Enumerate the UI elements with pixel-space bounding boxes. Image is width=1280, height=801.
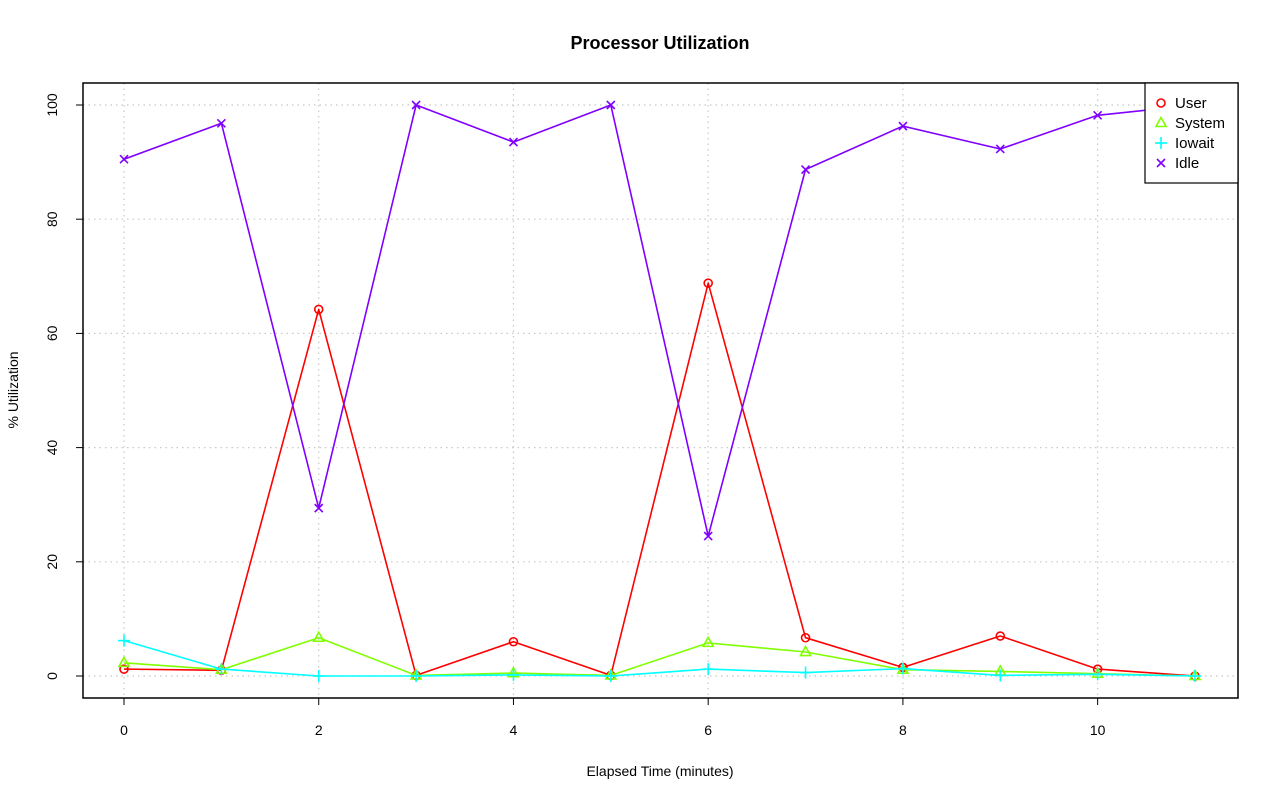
y-tick-label: 100	[44, 93, 60, 117]
data-point-user	[119, 664, 129, 674]
y-tick-label: 40	[44, 440, 60, 456]
x-tick-label: 8	[899, 722, 907, 738]
data-point-user	[313, 304, 324, 315]
series-line-system	[123, 636, 1196, 677]
data-point-idle	[119, 154, 129, 164]
data-point-idle	[703, 531, 713, 541]
data-point-user	[508, 636, 519, 647]
cross-b	[119, 154, 129, 164]
cross-b	[703, 531, 713, 541]
x-tick-label: 6	[704, 722, 712, 738]
cross-b	[1093, 110, 1103, 120]
cross-b	[898, 121, 908, 131]
data-point-iowait	[1189, 670, 1201, 682]
cross-b	[800, 164, 811, 175]
data-point-idle	[508, 137, 519, 147]
legend-marker-user	[1156, 98, 1166, 108]
legend-label-system: System	[1175, 115, 1225, 132]
series-line-idle	[123, 104, 1196, 537]
cross-b	[1156, 158, 1166, 168]
data-point-system	[701, 635, 715, 648]
series-layer	[117, 100, 1202, 682]
legend-label-user: User	[1175, 95, 1207, 112]
data-point-system	[117, 655, 131, 668]
data-point-iowait	[799, 666, 812, 679]
x-tick-label: 4	[510, 722, 518, 738]
data-point-iowait	[410, 670, 423, 682]
data-point-idle	[995, 144, 1005, 154]
data-point-user	[800, 632, 811, 643]
series-line-user	[123, 282, 1196, 677]
x-tick-label: 10	[1090, 722, 1106, 738]
y-axis-label: % Utilization	[5, 351, 21, 428]
data-point-iowait	[1091, 668, 1104, 681]
data-point-iowait	[604, 670, 617, 682]
data-point-iowait	[994, 669, 1007, 682]
cross-b	[606, 100, 616, 110]
x-tick-label: 0	[120, 722, 128, 738]
legend-marker-idle	[1156, 158, 1166, 168]
cross-b	[216, 118, 226, 128]
cross-b	[411, 100, 421, 110]
y-tick-label: 20	[44, 554, 60, 570]
plot-frame	[82, 82, 1239, 699]
cross-b	[508, 137, 519, 147]
data-point-idle	[800, 164, 811, 175]
legend-label-iowait: Iowait	[1175, 135, 1215, 152]
data-point-idle	[314, 503, 324, 513]
data-point-idle	[898, 121, 908, 131]
cross-b	[314, 503, 324, 513]
data-point-user	[995, 631, 1006, 641]
legend-label-idle: Idle	[1175, 155, 1199, 172]
legend-marker-system	[1154, 115, 1168, 128]
data-point-iowait	[118, 634, 130, 647]
data-point-system	[312, 630, 326, 643]
data-point-iowait	[702, 663, 715, 676]
data-point-system	[799, 644, 812, 657]
data-point-iowait	[215, 663, 228, 676]
grid	[83, 83, 1238, 698]
data-point-iowait	[507, 668, 520, 681]
y-tick-label: 0	[44, 672, 60, 680]
legend: User System Iowait Idle	[1144, 82, 1239, 184]
data-point-user	[703, 278, 713, 288]
series-line-iowait	[123, 639, 1196, 677]
cross-b	[995, 144, 1005, 154]
data-point-iowait	[896, 662, 909, 675]
y-tick-label: 60	[44, 325, 60, 341]
y-tick-label: 80	[44, 211, 60, 227]
chart-title: Processor Utilization	[570, 33, 749, 53]
data-point-idle	[606, 100, 616, 110]
data-point-iowait	[312, 670, 325, 682]
x-tick-label: 2	[315, 722, 323, 738]
legend-marker-iowait	[1155, 137, 1167, 149]
data-point-idle	[216, 118, 226, 128]
data-point-idle	[411, 100, 421, 110]
x-axis-label: Elapsed Time (minutes)	[586, 763, 733, 779]
data-point-idle	[1093, 110, 1103, 120]
